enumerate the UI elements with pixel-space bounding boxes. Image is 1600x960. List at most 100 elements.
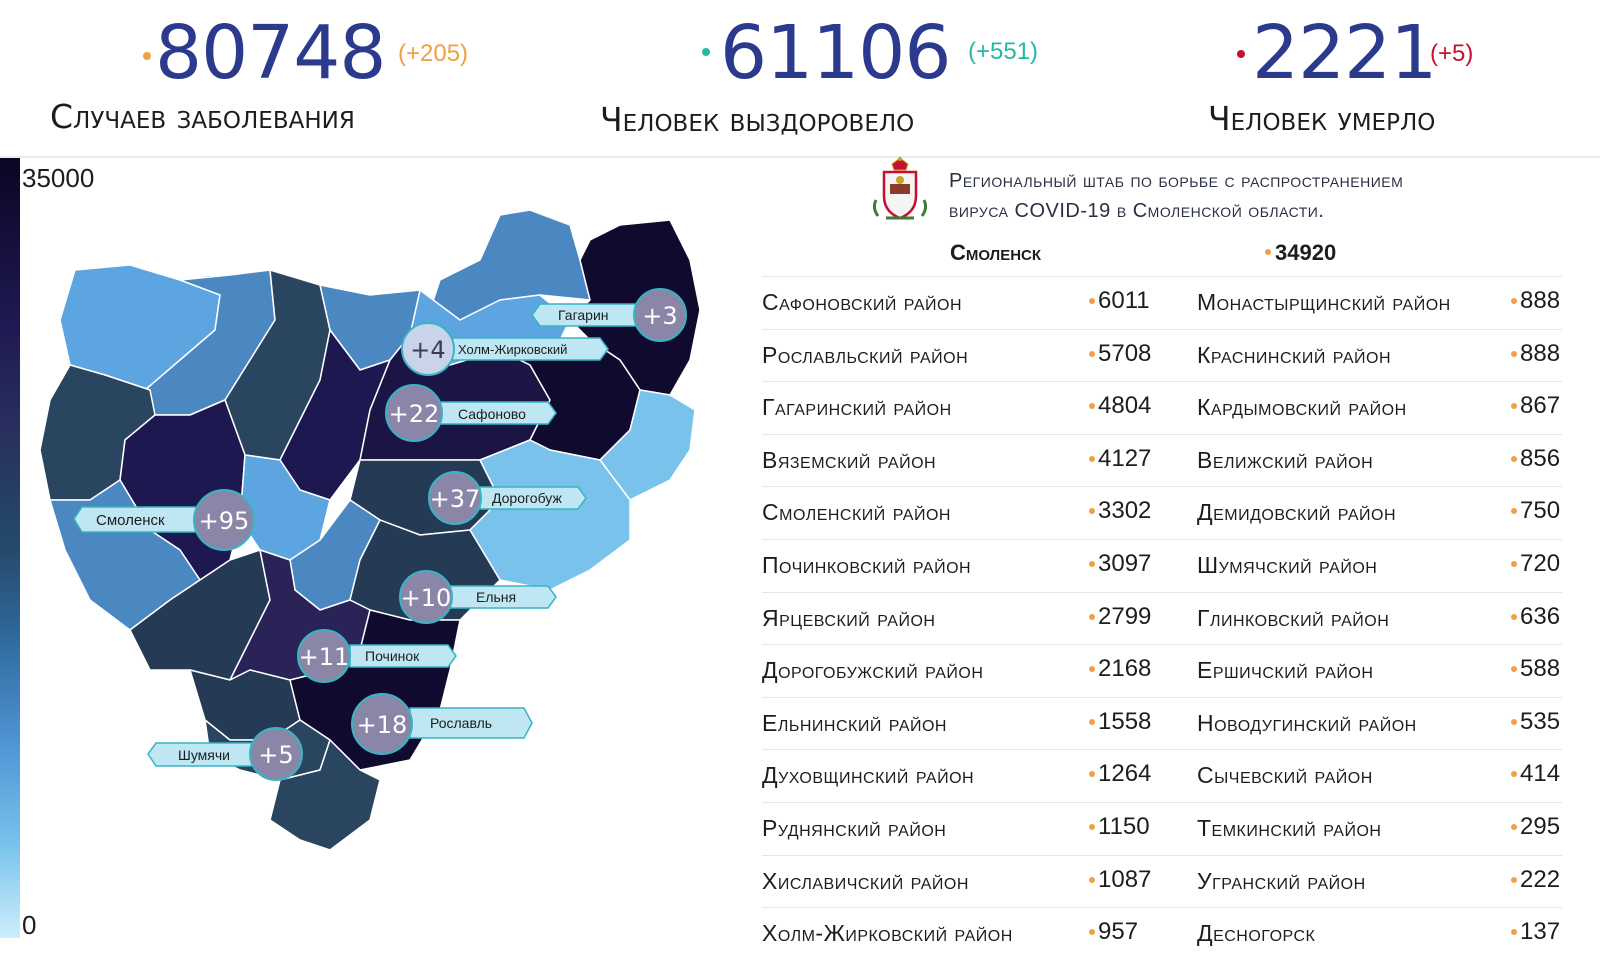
marker-delta: +5 (258, 741, 293, 769)
marker-label: Починок (365, 648, 420, 664)
district-name: Хиславичский район (762, 867, 969, 894)
table-row: Дорогобужский район 2168 Ершичский район 58… (762, 644, 1562, 697)
marker-roslavl: Рославль +18 (351, 693, 533, 755)
district-value: 1558 (1088, 707, 1152, 735)
marker-delta: +3 (642, 302, 677, 330)
cases-stat: 80748 (+205) Случаев заболевания (50, 0, 500, 150)
district-value: 867 (1510, 392, 1561, 420)
table-row: Гагаринский район 4804 Кардымовский район 8… (762, 381, 1562, 434)
district-name: Сафоновский район (762, 289, 963, 315)
color-scale-min: 0 (22, 910, 37, 940)
marker-bubble (633, 288, 687, 342)
cases-delta: (+205) (398, 40, 469, 67)
district-value: 535 (1510, 707, 1561, 735)
district-table: Сафоновский район 6011 Монастырщинский рай… (762, 276, 1562, 960)
district-value: 636 (1510, 602, 1561, 630)
marker-bubble (193, 489, 255, 551)
marker-label: Гагарин (558, 307, 609, 323)
color-scale-bar (0, 158, 20, 938)
marker-smolensk: Смоленск +95 (73, 489, 255, 551)
marker-bubble (297, 629, 351, 683)
district-name: Сычевский район (1197, 762, 1373, 789)
district-yartsevo (279, 329, 391, 501)
recovered-value: 61106 (720, 10, 951, 96)
district-yershichi (269, 739, 381, 851)
district-value: 1150 (1089, 812, 1150, 840)
header-divider (0, 156, 1600, 158)
district-name: Рославльский район (762, 341, 969, 368)
color-scale-max: 35000 (22, 163, 95, 193)
recovered-stat: 61106 (+551) Человек выздоровело (600, 0, 1070, 150)
district-ugra (469, 439, 631, 591)
district-name: Велижский район (1197, 446, 1374, 473)
headquarters-line-1: Региональный штаб по борьбе с распростра… (949, 170, 1404, 192)
marker-bubble (351, 693, 413, 755)
district-name: Глинковский район (1197, 604, 1390, 631)
district-value: 750 (1510, 497, 1561, 525)
district-name: Шумячский район (1197, 551, 1378, 578)
district-temkino (599, 389, 696, 501)
marker-delta: +18 (357, 711, 408, 739)
marker-bubble (385, 384, 443, 442)
marker-label-box (531, 303, 641, 327)
city-value: 34920 (1264, 240, 1337, 265)
marker-label-box (73, 506, 201, 533)
marker-yelnya: Ельня +10 (399, 570, 557, 624)
marker-bubble (249, 727, 303, 781)
cases-value: 80748 (155, 10, 386, 96)
coat-of-arms-icon (872, 157, 928, 220)
marker-gagarin: Гагарин +3 (531, 288, 687, 342)
district-name: Демидовский район (1197, 499, 1397, 526)
district-value: 414 (1510, 760, 1561, 788)
table-row: Хиславичский район 1087 Угранский район 222 (762, 854, 1562, 908)
district-name: Руднянский район (762, 814, 947, 841)
table-row: Вяземский район 4127 Велижский район 856 (762, 433, 1562, 487)
district-name: Вяземский район (762, 446, 937, 473)
cases-dot (143, 52, 151, 60)
district-value: 5708 (1088, 339, 1152, 367)
marker-kholm-zhirkovsky: Холм-Жирковский +4 (401, 322, 609, 376)
marker-label: Рославль (430, 715, 492, 731)
marker-label: Шумячи (178, 747, 230, 763)
recovered-delta: (+551) (968, 38, 1039, 65)
district-value: 1087 (1088, 865, 1152, 893)
table-row: Смоленский район 3302 Демидовский район 750 (762, 486, 1562, 539)
district-name: Ершичский район (1197, 657, 1374, 684)
marker-delta: +22 (389, 400, 440, 428)
district-value: 137 (1510, 918, 1561, 946)
table-row: Починковский район 3097 Шумячский район 720 (762, 538, 1562, 592)
district-name: Краснинский район (1197, 341, 1392, 368)
marker-label: Сафоново (458, 406, 526, 422)
marker-delta: +37 (430, 485, 481, 513)
district-name: Гагаринский район (762, 394, 952, 421)
district-name: Ельнинский район (762, 709, 947, 736)
marker-delta: +95 (199, 507, 250, 535)
district-value: 295 (1510, 812, 1561, 840)
recovered-dot (702, 48, 710, 56)
district-value: 4804 (1088, 392, 1152, 420)
district-name: Угранский район (1197, 867, 1366, 894)
district-value: 888 (1510, 287, 1561, 314)
district-value: 588 (1510, 655, 1561, 683)
marker-safonovo: Сафоново +22 (385, 384, 557, 442)
district-name: Починковский район (762, 551, 972, 578)
marker-label: Холм-Жирковский (458, 342, 567, 357)
district-value: 4127 (1088, 444, 1152, 472)
marker-pochinok: Починок +11 (297, 629, 457, 683)
deaths-caption: Человек умерло (1208, 99, 1436, 138)
marker-bubble (401, 322, 455, 376)
district-name: Духовщинский район (762, 762, 975, 789)
district-value: 2799 (1088, 602, 1152, 630)
region-map: Гагарин +3 Холм-Жирковский +4 Сафоново +… (39, 209, 701, 851)
district-value: 888 (1510, 339, 1561, 367)
city-name: Смоленск (950, 240, 1042, 265)
deaths-stat: 2221 (+5) Человек умерло (1208, 0, 1550, 150)
table-row: Холм-Жирковский район 957 Десногорск 137 (762, 907, 1562, 960)
cases-caption: Случаев заболевания (50, 97, 355, 136)
table-row: Ельнинский район 1558 Новодугинский район 5… (762, 696, 1562, 750)
district-value: 3097 (1088, 549, 1152, 577)
headquarters-line-2: вируса COVID-19 в Смоленской области. (949, 200, 1325, 222)
district-value: 222 (1510, 865, 1561, 893)
district-value: 6011 (1089, 287, 1150, 314)
district-name: Ярцевский район (762, 604, 936, 631)
